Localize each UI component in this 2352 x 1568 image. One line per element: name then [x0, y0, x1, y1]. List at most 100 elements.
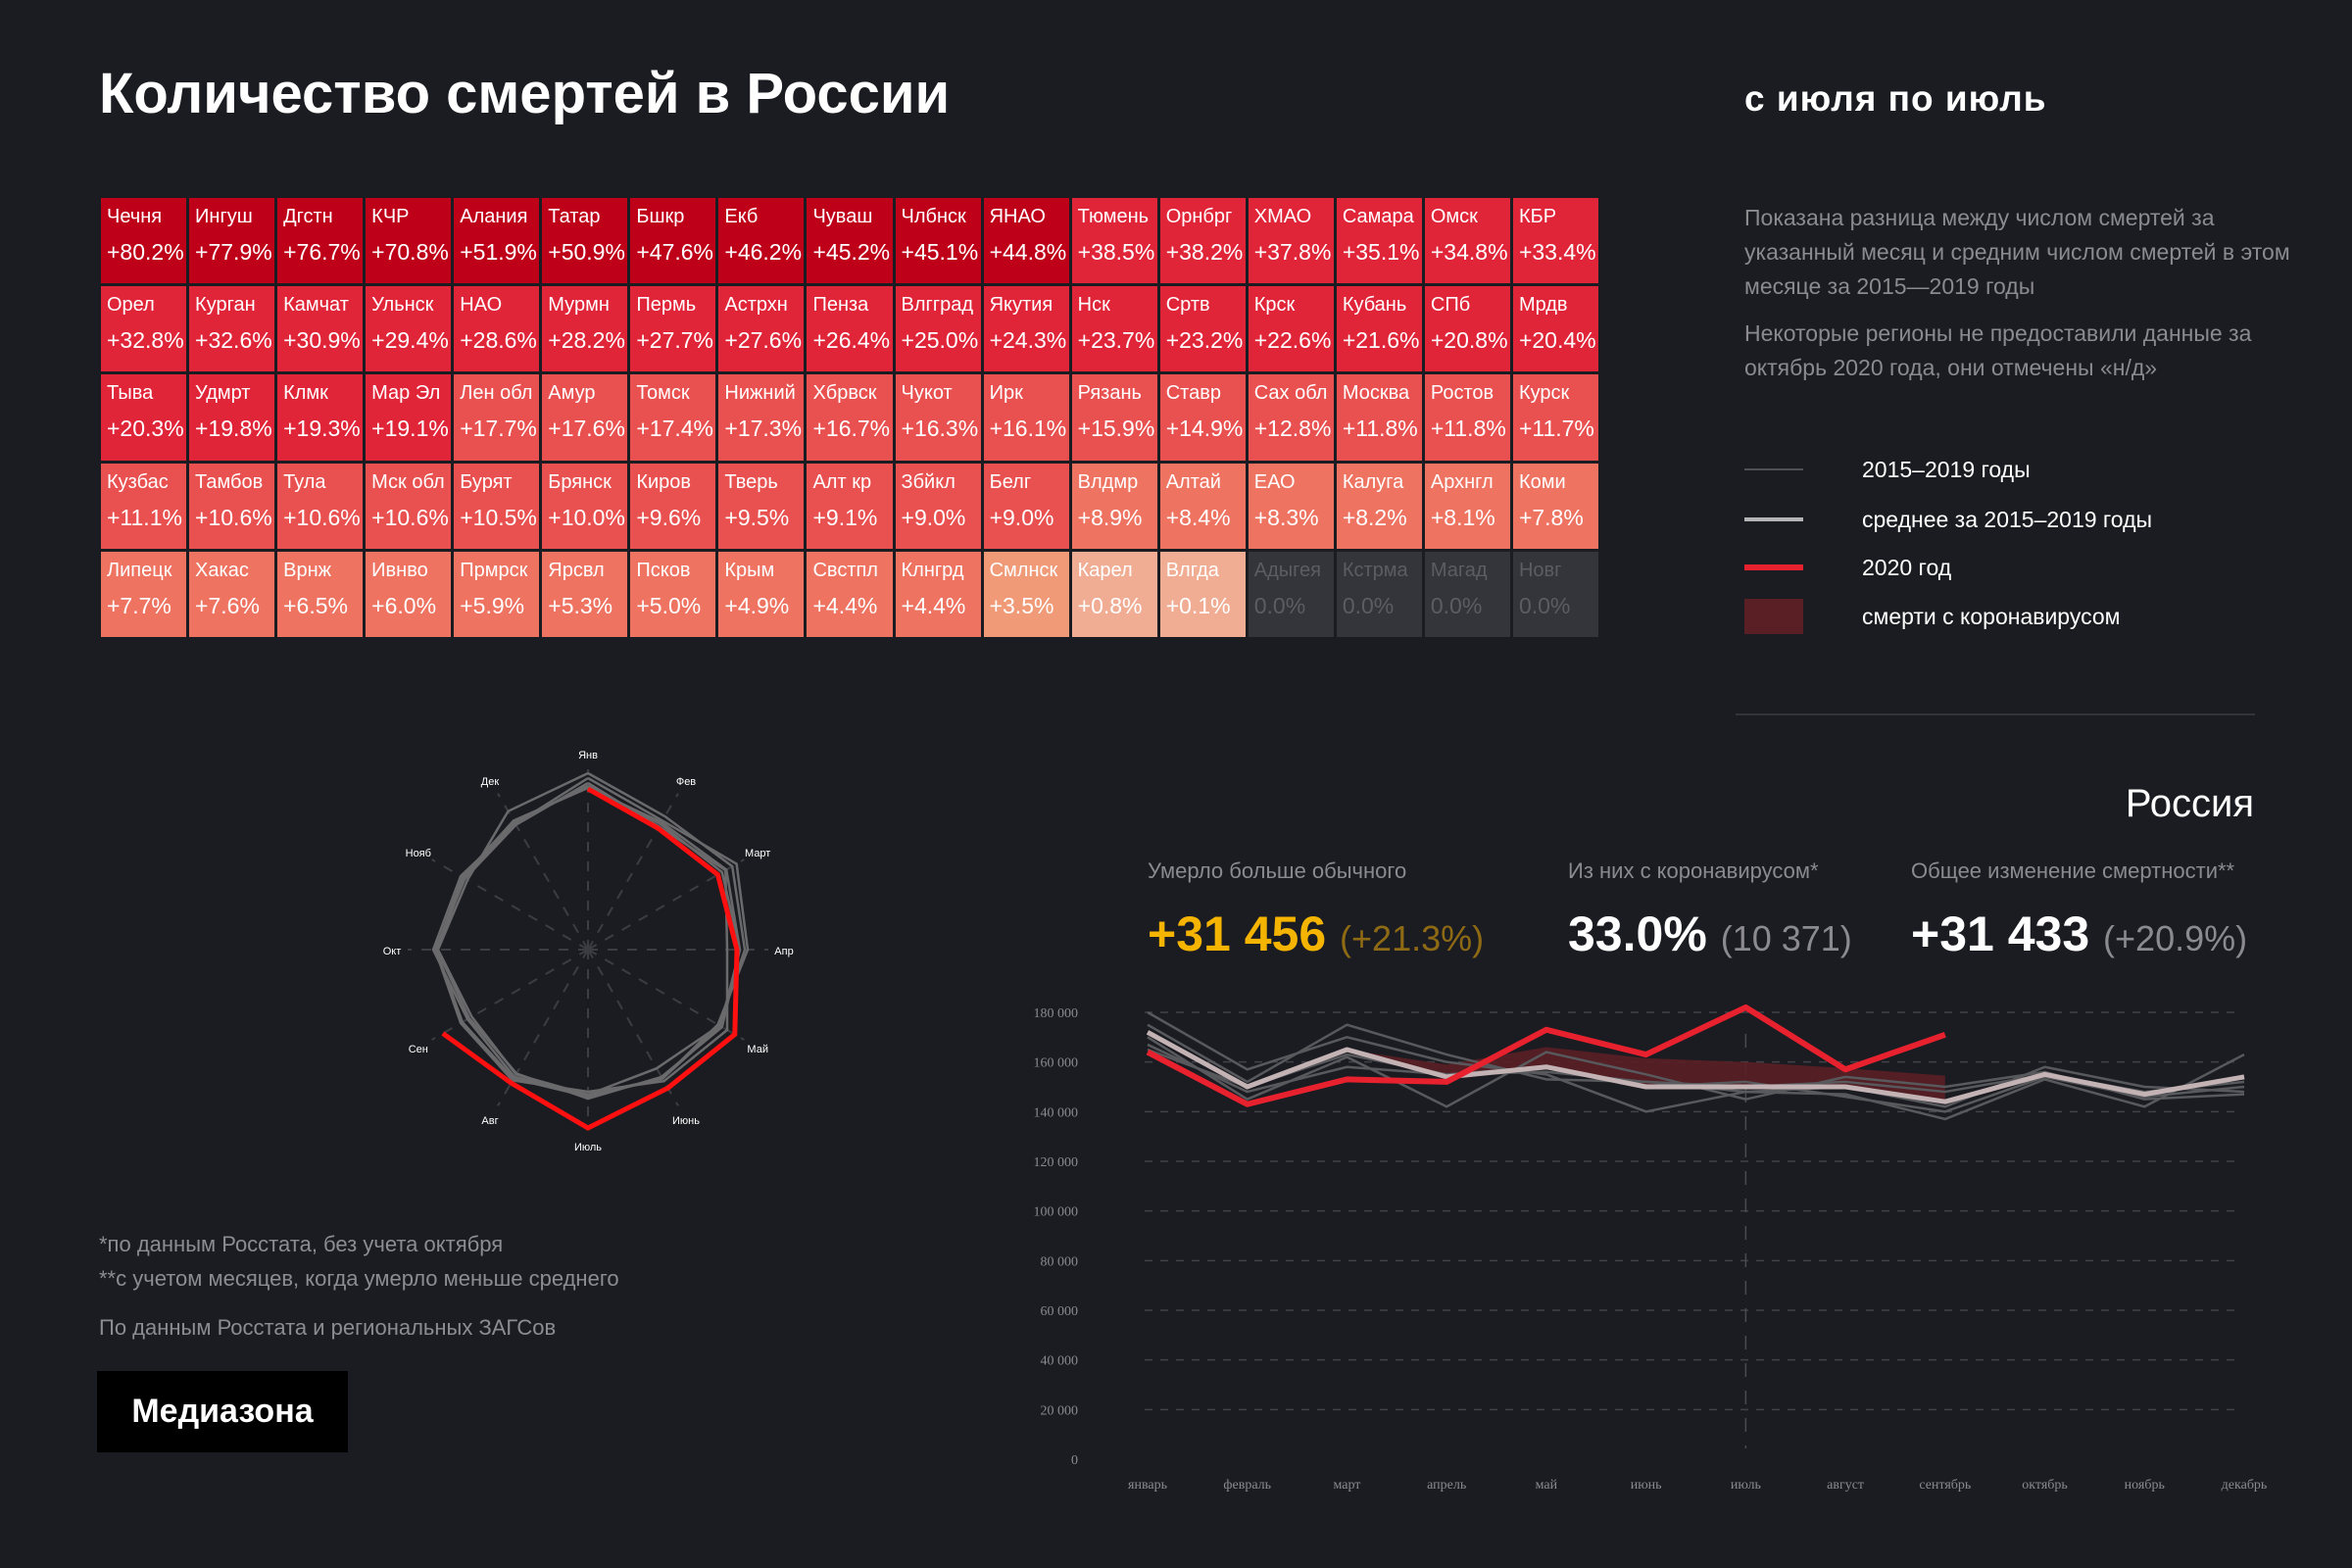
heatmap-cell[interactable]: Томск +17.4%	[630, 374, 716, 461]
heatmap-cell[interactable]: Брянск +10.0%	[542, 463, 628, 549]
heatmap-cell[interactable]: КБР +33.4%	[1512, 198, 1598, 284]
heatmap-cell[interactable]: Карел +0.8%	[1071, 551, 1157, 637]
heatmap-cell[interactable]: Мрдв +20.4%	[1512, 286, 1598, 372]
heatmap-cell[interactable]: Тверь +9.5%	[718, 463, 805, 549]
heatmap-cell[interactable]: Сртв +23.2%	[1159, 286, 1246, 372]
heatmap-cell[interactable]: Алтай +8.4%	[1159, 463, 1246, 549]
heatmap-cell[interactable]: Тюмень +38.5%	[1071, 198, 1157, 284]
heatmap-cell[interactable]: НАО +28.6%	[454, 286, 540, 372]
heatmap-cell[interactable]: Прмрск +5.9%	[454, 551, 540, 637]
heatmap-cell[interactable]: Чукот +16.3%	[895, 374, 981, 461]
heatmap-cell[interactable]: ЕАО +8.3%	[1248, 463, 1334, 549]
heatmap-cell[interactable]: Белг +9.0%	[983, 463, 1069, 549]
heatmap-cell[interactable]: Смлнск +3.5%	[983, 551, 1069, 637]
x-tick-label: июль	[1731, 1478, 1761, 1493]
region-value: +10.6%	[371, 504, 449, 530]
heatmap-cell[interactable]: Ставр +14.9%	[1159, 374, 1246, 461]
heatmap-cell[interactable]: Ивнво +6.0%	[366, 551, 452, 637]
heatmap-cell[interactable]: Влгград +25.0%	[895, 286, 981, 372]
heatmap-cell[interactable]: Орнбрг +38.2%	[1159, 198, 1246, 284]
region-name: Калуга	[1342, 470, 1404, 493]
heatmap-cell[interactable]: Тыва +20.3%	[101, 374, 187, 461]
region-name: Ставр	[1165, 382, 1221, 405]
heatmap-cell[interactable]: Камчат +30.9%	[277, 286, 364, 372]
heatmap-cell[interactable]: Ирк +16.1%	[983, 374, 1069, 461]
heatmap-cell[interactable]: Астрхн +27.6%	[718, 286, 805, 372]
heatmap-cell[interactable]: Бшкр +47.6%	[630, 198, 716, 284]
heatmap-cell[interactable]: СПб +20.8%	[1424, 286, 1510, 372]
heatmap-cell[interactable]: Пенза +26.4%	[807, 286, 893, 372]
heatmap-cell[interactable]: Курск +11.7%	[1512, 374, 1598, 461]
heatmap-cell[interactable]: Кстрма 0.0%	[1336, 551, 1422, 637]
heatmap-cell[interactable]: Кубань +21.6%	[1336, 286, 1422, 372]
region-name: Прмрск	[460, 559, 528, 581]
heatmap-cell[interactable]: Псков +5.0%	[630, 551, 716, 637]
heatmap-cell[interactable]: Архнгл +8.1%	[1424, 463, 1510, 549]
heatmap-cell[interactable]: Клнгрд +4.4%	[895, 551, 981, 637]
heatmap-cell[interactable]: Адыгея 0.0%	[1248, 551, 1334, 637]
heatmap-cell[interactable]: Пермь +27.7%	[630, 286, 716, 372]
heatmap-cell[interactable]: Кузбас +11.1%	[101, 463, 187, 549]
heatmap-cell[interactable]: Калуга +8.2%	[1336, 463, 1422, 549]
heatmap-cell[interactable]: Коми +7.8%	[1512, 463, 1598, 549]
heatmap-cell[interactable]: Москва +11.8%	[1336, 374, 1422, 461]
region-name: Орнбрг	[1165, 206, 1233, 227]
y-tick-label: 100 000	[1034, 1205, 1079, 1220]
heatmap-cell[interactable]: Якутия +24.3%	[983, 286, 1069, 372]
heatmap-cell[interactable]: Врнж +6.5%	[277, 551, 364, 637]
heatmap-cell[interactable]: Ярсвл +5.3%	[542, 551, 628, 637]
heatmap-cell[interactable]: Бурят +10.5%	[454, 463, 540, 549]
heatmap-cell[interactable]: Курган +32.6%	[189, 286, 275, 372]
heatmap-cell[interactable]: ЯНАО +44.8%	[983, 198, 1069, 284]
heatmap-cell[interactable]: Магад 0.0%	[1424, 551, 1510, 637]
region-value: +8.1%	[1430, 504, 1495, 530]
heatmap-cell[interactable]: Чуваш +45.2%	[807, 198, 893, 284]
heatmap-cell[interactable]: Орел +32.8%	[101, 286, 187, 372]
heatmap-cell[interactable]: Влдмр +8.9%	[1071, 463, 1157, 549]
heatmap-cell[interactable]: Сах обл +12.8%	[1248, 374, 1334, 461]
region-value: +24.3%	[989, 327, 1067, 354]
heatmap-cell[interactable]: Тула +10.6%	[277, 463, 364, 549]
region-name: Крым	[724, 559, 775, 581]
heatmap-cell[interactable]: Крск +22.6%	[1248, 286, 1334, 372]
heatmap-cell[interactable]: Татар +50.9%	[542, 198, 628, 284]
heatmap-cell[interactable]: Алт кр +9.1%	[807, 463, 893, 549]
heatmap-cell[interactable]: Лен обл +17.7%	[454, 374, 540, 461]
mediazona-logo[interactable]: Медиазона	[97, 1371, 348, 1452]
heatmap-cell[interactable]: Рязань +15.9%	[1071, 374, 1157, 461]
heatmap-cell[interactable]: Амур +17.6%	[542, 374, 628, 461]
heatmap-cell[interactable]: Чечня +80.2%	[101, 198, 187, 284]
heatmap-cell[interactable]: Збйкл +9.0%	[895, 463, 981, 549]
heatmap-cell[interactable]: Дгстн +76.7%	[277, 198, 364, 284]
heatmap-cell[interactable]: Киров +9.6%	[630, 463, 716, 549]
heatmap-cell[interactable]: Влгда +0.1%	[1159, 551, 1246, 637]
heatmap-cell[interactable]: Крым +4.9%	[718, 551, 805, 637]
region-value: +45.1%	[901, 239, 979, 265]
heatmap-cell[interactable]: Хбрвск +16.7%	[807, 374, 893, 461]
heatmap-cell[interactable]: Члбнск +45.1%	[895, 198, 981, 284]
heatmap-cell[interactable]: Хакас +7.6%	[189, 551, 275, 637]
heatmap-cell[interactable]: Екб +46.2%	[718, 198, 805, 284]
heatmap-cell[interactable]: Мар Эл +19.1%	[366, 374, 452, 461]
heatmap-cell[interactable]: Ростов +11.8%	[1424, 374, 1510, 461]
heatmap-cell[interactable]: КЧР +70.8%	[366, 198, 452, 284]
x-tick-label: сентябрь	[1919, 1478, 1971, 1493]
heatmap-cell[interactable]: Омск +34.8%	[1424, 198, 1510, 284]
heatmap-cell[interactable]: Ингуш +77.9%	[189, 198, 275, 284]
heatmap-cell[interactable]: Мурмн +28.2%	[542, 286, 628, 372]
heatmap-cell[interactable]: Свстпл +4.4%	[807, 551, 893, 637]
region-value: +11.8%	[1342, 416, 1418, 442]
region-value: +19.3%	[283, 416, 361, 442]
heatmap-cell[interactable]: Клмк +19.3%	[277, 374, 364, 461]
heatmap-cell[interactable]: Тамбов +10.6%	[189, 463, 275, 549]
heatmap-cell[interactable]: ХМАО +37.8%	[1248, 198, 1334, 284]
heatmap-cell[interactable]: Нск +23.7%	[1071, 286, 1157, 372]
heatmap-cell[interactable]: Нижний +17.3%	[718, 374, 805, 461]
heatmap-cell[interactable]: Липецк +7.7%	[101, 551, 187, 637]
heatmap-cell[interactable]: Ульнск +29.4%	[366, 286, 452, 372]
heatmap-cell[interactable]: Алания +51.9%	[454, 198, 540, 284]
heatmap-cell[interactable]: Самара +35.1%	[1336, 198, 1422, 284]
heatmap-cell[interactable]: Удмрт +19.8%	[189, 374, 275, 461]
heatmap-cell[interactable]: Мск обл +10.6%	[366, 463, 452, 549]
heatmap-cell[interactable]: Новг 0.0%	[1512, 551, 1598, 637]
